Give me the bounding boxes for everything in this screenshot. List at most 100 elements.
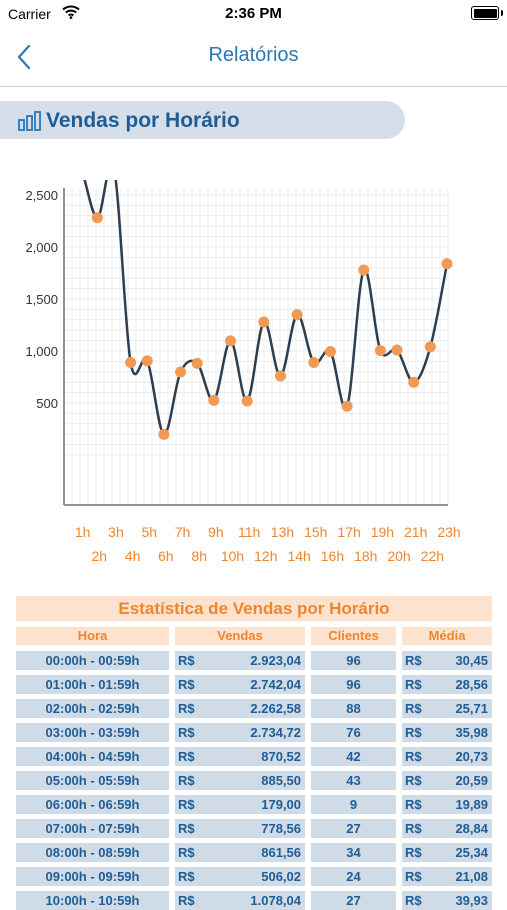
vendas-value: 2.262,58 [250, 701, 301, 716]
vendas-value: 778,56 [261, 821, 301, 836]
data-point [324, 346, 336, 358]
data-point [441, 258, 453, 270]
cell-hora: 08:00h - 08:59h [16, 843, 169, 862]
wifi-icon [62, 5, 80, 24]
cell-vendas: R$ 778,56 [175, 819, 305, 838]
table-row[interactable]: 04:00h - 04:59h R$ 870,52 42 R$ 20,73 [16, 747, 492, 766]
currency-label: R$ [405, 653, 422, 668]
currency-label: R$ [178, 701, 195, 716]
media-value: 25,34 [455, 845, 488, 860]
currency-label: R$ [405, 893, 422, 908]
currency-label: R$ [405, 749, 422, 764]
currency-label: R$ [178, 797, 195, 812]
vendas-value: 2.923,04 [250, 653, 301, 668]
currency-label: R$ [405, 725, 422, 740]
data-point [291, 309, 303, 321]
cell-media: R$ 20,73 [402, 747, 492, 766]
section-title: Vendas por Horário [46, 109, 240, 132]
x-tick-label: 19h [371, 524, 394, 540]
back-button[interactable] [14, 42, 36, 72]
table-row[interactable]: 03:00h - 03:59h R$ 2.734,72 76 R$ 35,98 [16, 723, 492, 742]
table-row[interactable]: 00:00h - 00:59h R$ 2.923,04 96 R$ 30,45 [16, 651, 492, 670]
cell-vendas: R$ 870,52 [175, 747, 305, 766]
x-tick-label: 8h [191, 548, 207, 564]
cell-vendas: R$ 861,56 [175, 843, 305, 862]
navigation-bar: Relatórios [0, 28, 507, 87]
x-tick-label: 4h [125, 548, 141, 564]
media-value: 28,84 [455, 821, 488, 836]
x-tick-label: 16h [321, 548, 344, 564]
table-row[interactable]: 02:00h - 02:59h R$ 2.262,58 88 R$ 25,71 [16, 699, 492, 718]
cell-clientes: 76 [311, 723, 396, 742]
data-point [308, 357, 320, 369]
data-point [158, 428, 170, 440]
cell-hora: 05:00h - 05:59h [16, 771, 169, 790]
media-value: 21,08 [455, 869, 488, 884]
media-value: 30,45 [455, 653, 488, 668]
table-row[interactable]: 07:00h - 07:59h R$ 778,56 27 R$ 28,84 [16, 819, 492, 838]
x-tick-label: 9h [208, 524, 224, 540]
x-tick-label: 20h [387, 548, 410, 564]
table-header: Hora Vendas Clientes Média [16, 627, 492, 645]
currency-label: R$ [405, 845, 422, 860]
cell-vendas: R$ 506,02 [175, 867, 305, 886]
cell-vendas: R$ 1.078,04 [175, 891, 305, 910]
currency-label: R$ [178, 749, 195, 764]
x-tick-label: 18h [354, 548, 377, 564]
currency-label: R$ [178, 845, 195, 860]
cell-hora: 10:00h - 10:59h [16, 891, 169, 910]
x-tick-label: 15h [304, 524, 327, 540]
currency-label: R$ [178, 725, 195, 740]
cell-clientes: 42 [311, 747, 396, 766]
cell-clientes: 88 [311, 699, 396, 718]
currency-label: R$ [405, 677, 422, 692]
vendas-value: 2.734,72 [250, 725, 301, 740]
vendas-value: 1.078,04 [250, 893, 301, 908]
cell-clientes: 43 [311, 771, 396, 790]
currency-label: R$ [405, 701, 422, 716]
y-tick-label: 2,000 [25, 240, 58, 255]
cell-clientes: 9 [311, 795, 396, 814]
currency-label: R$ [405, 869, 422, 884]
table-row[interactable]: 10:00h - 10:59h R$ 1.078,04 27 R$ 39,93 [16, 891, 492, 910]
table-row[interactable]: 09:00h - 09:59h R$ 506,02 24 R$ 21,08 [16, 867, 492, 886]
table-row[interactable]: 05:00h - 05:59h R$ 885,50 43 R$ 20,59 [16, 771, 492, 790]
vendas-value: 2.742,04 [250, 677, 301, 692]
vendas-value: 506,02 [261, 869, 301, 884]
currency-label: R$ [178, 893, 195, 908]
data-point [358, 264, 370, 276]
table-row[interactable]: 06:00h - 06:59h R$ 179,00 9 R$ 19,89 [16, 795, 492, 814]
vendas-value: 861,56 [261, 845, 301, 860]
cell-hora: 04:00h - 04:59h [16, 747, 169, 766]
x-tick-label: 10h [221, 548, 244, 564]
vendas-value: 885,50 [261, 773, 301, 788]
header-clientes: Clientes [311, 627, 396, 645]
cell-vendas: R$ 2.742,04 [175, 675, 305, 694]
x-tick-label: 21h [404, 524, 427, 540]
currency-label: R$ [405, 797, 422, 812]
x-tick-label: 11h [238, 524, 260, 540]
y-tick-label: 2,500 [25, 188, 58, 203]
x-tick-label: 2h [92, 548, 108, 564]
currency-label: R$ [178, 869, 195, 884]
table-row[interactable]: 08:00h - 08:59h R$ 861,56 34 R$ 25,34 [16, 843, 492, 862]
table-title: Estatística de Vendas por Horário [16, 596, 492, 621]
media-value: 19,89 [455, 797, 488, 812]
cell-media: R$ 35,98 [402, 723, 492, 742]
media-value: 35,98 [455, 725, 488, 740]
cell-media: R$ 28,56 [402, 675, 492, 694]
currency-label: R$ [178, 821, 195, 836]
cell-media: R$ 30,45 [402, 651, 492, 670]
currency-label: R$ [178, 773, 195, 788]
cell-vendas: R$ 2.734,72 [175, 723, 305, 742]
cell-vendas: R$ 179,00 [175, 795, 305, 814]
x-tick-label: 23h [437, 524, 460, 540]
table-row[interactable]: 01:00h - 01:59h R$ 2.742,04 96 R$ 28,56 [16, 675, 492, 694]
header-media: Média [402, 627, 492, 645]
data-point [125, 356, 137, 368]
x-tick-label: 14h [287, 548, 310, 564]
clock: 2:36 PM [225, 5, 282, 22]
cell-clientes: 34 [311, 843, 396, 862]
data-point [225, 335, 237, 347]
x-tick-label: 1h [75, 524, 91, 540]
